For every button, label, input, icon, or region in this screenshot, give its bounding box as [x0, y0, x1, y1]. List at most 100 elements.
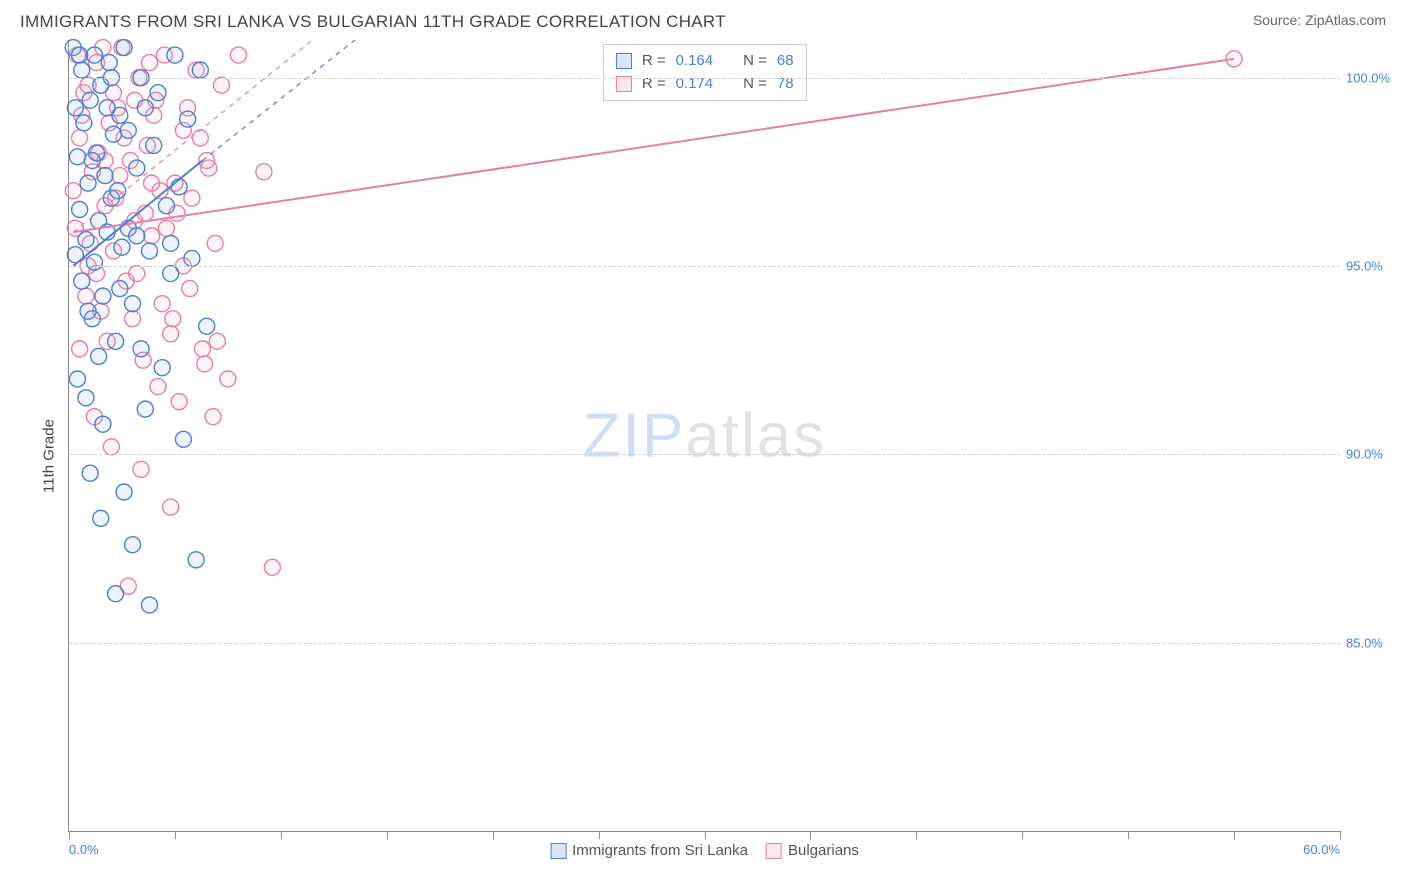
scatter-point	[65, 183, 81, 199]
scatter-point	[207, 235, 223, 251]
scatter-point	[141, 55, 157, 71]
scatter-point	[137, 401, 153, 417]
scatter-point	[86, 47, 102, 63]
scatter-point	[144, 175, 160, 191]
scatter-point	[112, 168, 128, 184]
scatter-point	[125, 537, 141, 553]
n-label-b: N =	[743, 73, 767, 96]
scatter-point	[192, 62, 208, 78]
legend-item-b: Bulgarians	[766, 842, 859, 859]
n-value-a: 68	[777, 50, 794, 73]
scatter-point	[256, 164, 272, 180]
scatter-point	[116, 40, 132, 56]
x-tick	[175, 831, 176, 839]
plot-area: ZIPatlas R = 0.164 N = 68 R = 0.174 N = …	[68, 40, 1340, 832]
scatter-point	[114, 239, 130, 255]
scatter-point	[171, 179, 187, 195]
scatter-point	[150, 379, 166, 395]
r-value-a: 0.164	[676, 50, 714, 73]
series-legend: Immigrants from Sri Lanka Bulgarians	[550, 842, 859, 859]
x-tick	[387, 831, 388, 839]
scatter-point	[137, 100, 153, 116]
x-tick	[599, 831, 600, 839]
scatter-point	[175, 431, 191, 447]
scatter-point	[105, 126, 121, 142]
scatter-point	[99, 100, 115, 116]
scatter-point	[163, 499, 179, 515]
scatter-point	[108, 333, 124, 349]
n-value-b: 78	[777, 73, 794, 96]
y-tick-label: 90.0%	[1346, 447, 1390, 462]
y-tick-label: 95.0%	[1346, 259, 1390, 274]
scatter-svg	[69, 40, 1340, 831]
scatter-point	[78, 232, 94, 248]
legend-swatch-bulgarians	[766, 843, 782, 859]
legend-swatch-a	[616, 53, 632, 69]
scatter-point	[74, 62, 90, 78]
scatter-point	[158, 220, 174, 236]
gridline	[69, 643, 1340, 644]
scatter-point	[214, 77, 230, 93]
scatter-point	[133, 461, 149, 477]
legend-row-b: R = 0.174 N = 78	[616, 73, 794, 96]
x-tick	[1128, 831, 1129, 839]
scatter-point	[230, 47, 246, 63]
scatter-point	[129, 266, 145, 282]
scatter-point	[141, 243, 157, 259]
scatter-point	[154, 360, 170, 376]
legend-label-a: Immigrants from Sri Lanka	[572, 842, 748, 859]
scatter-point	[197, 356, 213, 372]
scatter-point	[163, 326, 179, 342]
scatter-point	[72, 341, 88, 357]
y-tick-label: 85.0%	[1346, 635, 1390, 650]
r-label-a: R =	[642, 50, 666, 73]
scatter-point	[84, 153, 100, 169]
scatter-point	[167, 47, 183, 63]
scatter-point	[154, 296, 170, 312]
scatter-point	[108, 586, 124, 602]
r-value-b: 0.174	[676, 73, 714, 96]
scatter-point	[133, 341, 149, 357]
scatter-point	[205, 409, 221, 425]
n-label-a: N =	[743, 50, 767, 73]
scatter-point	[91, 348, 107, 364]
scatter-point	[82, 465, 98, 481]
x-tick	[1234, 831, 1235, 839]
scatter-point	[69, 149, 85, 165]
scatter-point	[95, 416, 111, 432]
chart-container: 11th Grade ZIPatlas R = 0.164 N = 68 R =…	[20, 40, 1386, 872]
x-tick	[281, 831, 282, 839]
scatter-point	[78, 288, 94, 304]
scatter-point	[80, 175, 96, 191]
scatter-point	[95, 288, 111, 304]
legend-label-b: Bulgarians	[788, 842, 859, 859]
correlation-legend: R = 0.164 N = 68 R = 0.174 N = 78	[603, 44, 807, 101]
scatter-point	[101, 55, 117, 71]
scatter-point	[67, 100, 83, 116]
scatter-point	[78, 390, 94, 406]
scatter-point	[72, 202, 88, 218]
scatter-point	[150, 85, 166, 101]
scatter-point	[144, 228, 160, 244]
legend-item-a: Immigrants from Sri Lanka	[550, 842, 748, 859]
scatter-point	[76, 115, 92, 131]
legend-row-a: R = 0.164 N = 68	[616, 50, 794, 73]
scatter-point	[192, 130, 208, 146]
gridline	[69, 78, 1340, 79]
scatter-point	[184, 250, 200, 266]
scatter-point	[103, 439, 119, 455]
scatter-point	[72, 130, 88, 146]
x-tick	[1022, 831, 1023, 839]
scatter-point	[188, 552, 204, 568]
scatter-point	[209, 333, 225, 349]
y-axis-label: 11th Grade	[40, 419, 57, 493]
scatter-point	[112, 281, 128, 297]
scatter-point	[163, 266, 179, 282]
x-tick	[916, 831, 917, 839]
scatter-point	[72, 47, 88, 63]
scatter-point	[120, 122, 136, 138]
scatter-point	[93, 510, 109, 526]
scatter-point	[125, 311, 141, 327]
scatter-point	[110, 183, 126, 199]
scatter-point	[141, 597, 157, 613]
